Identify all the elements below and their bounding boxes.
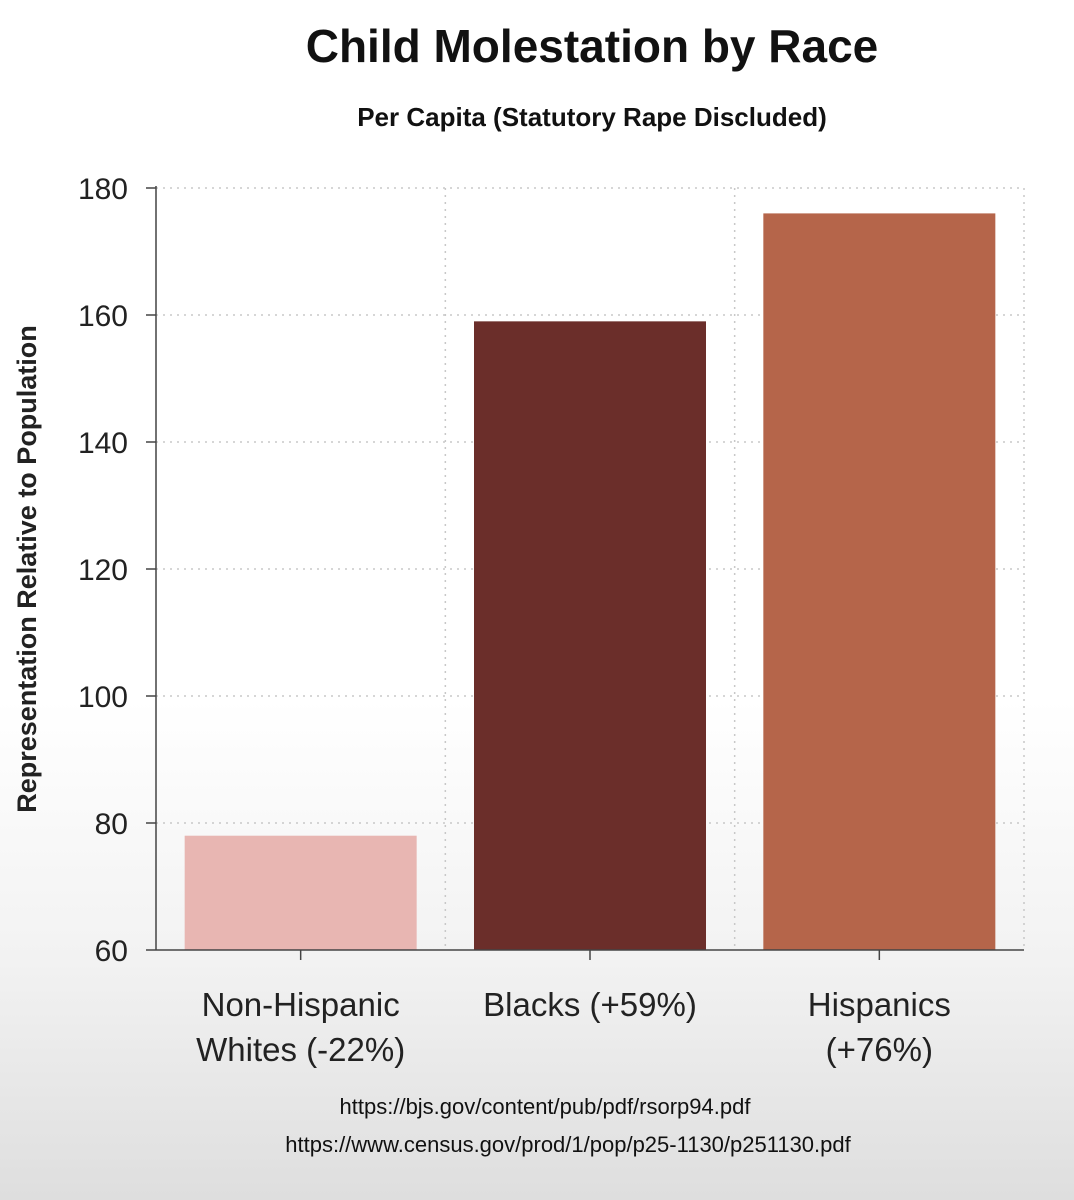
chart-subtitle: Per Capita (Statutory Rape Discluded) bbox=[357, 102, 827, 132]
x-tick-label: (+76%) bbox=[826, 1031, 933, 1068]
chart-title: Child Molestation by Race bbox=[306, 20, 879, 72]
y-tick-label: 140 bbox=[78, 427, 128, 460]
x-tick-label: Hispanics bbox=[808, 986, 951, 1023]
x-axis-ticks: Non-Hispanic Whites (-22%) Blacks (+59%) Hi… bbox=[196, 950, 951, 1068]
y-axis-label: Representation Relative to Population bbox=[12, 325, 42, 813]
y-tick-label: 80 bbox=[95, 808, 128, 841]
bar bbox=[184, 835, 417, 950]
y-tick-label: 100 bbox=[78, 681, 128, 714]
y-tick-label: 120 bbox=[78, 554, 128, 587]
y-tick-label: 60 bbox=[95, 935, 128, 968]
x-tick-label: Non-Hispanic bbox=[202, 986, 400, 1023]
y-axis-ticks: 60 80 100 120 140 160 180 bbox=[78, 173, 156, 968]
y-tick-label: 160 bbox=[78, 300, 128, 333]
bar bbox=[763, 213, 996, 950]
bar bbox=[474, 321, 706, 951]
source-link-bjs[interactable]: https://bjs.gov/content/pub/pdf/rsorp94.… bbox=[340, 1094, 752, 1119]
y-tick-label: 180 bbox=[78, 173, 128, 206]
x-tick-label: Whites (-22%) bbox=[196, 1031, 405, 1068]
x-tick-label: Blacks (+59%) bbox=[483, 986, 697, 1023]
bars bbox=[184, 213, 996, 951]
source-link-census[interactable]: https://www.census.gov/prod/1/pop/p25-11… bbox=[285, 1132, 851, 1157]
